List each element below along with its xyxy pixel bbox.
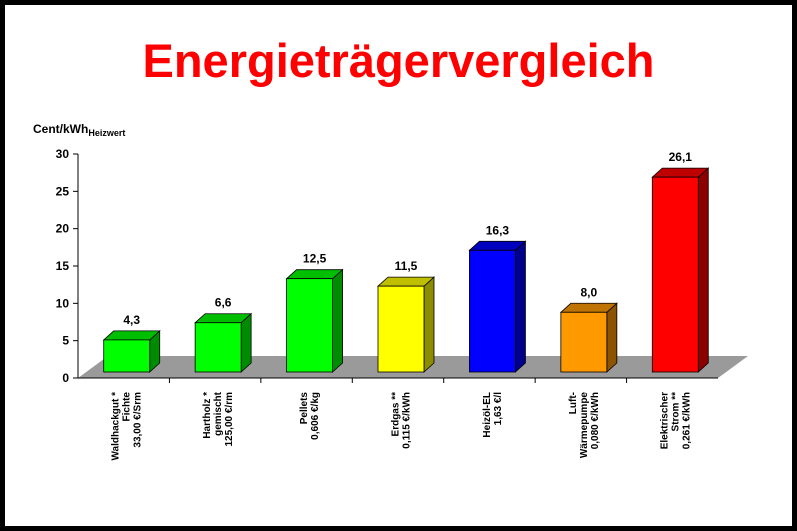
y-axis-label-sub: Heizwert bbox=[88, 128, 126, 138]
category-label-0-line-1: Fichte bbox=[122, 392, 133, 422]
bar-0 bbox=[103, 339, 151, 373]
bar-2 bbox=[286, 278, 333, 373]
y-tick-label-3: 15 bbox=[56, 259, 70, 273]
bar-top-3 bbox=[376, 276, 436, 287]
bar-value-label-4: 16,3 bbox=[486, 223, 510, 237]
bar-side-6 bbox=[697, 167, 709, 373]
bar-value-label-0: 4,3 bbox=[123, 313, 140, 327]
bar-top-4 bbox=[468, 240, 527, 251]
category-label-6-line-0: Elektrischer bbox=[659, 392, 670, 449]
category-label-6-line-2: 0,261 €/kWh bbox=[681, 392, 692, 449]
category-label-6-line-1: Strom ** bbox=[670, 392, 681, 432]
y-axis-label: Cent/kWhHeizwert bbox=[33, 122, 125, 138]
category-label-2-line-1: 0,606 €/kg bbox=[310, 392, 321, 440]
bar-side-4 bbox=[515, 240, 526, 373]
category-label-3-line-1: 0,115 €/kWh bbox=[402, 392, 413, 449]
y-tick-label-1: 5 bbox=[62, 334, 69, 348]
category-label-0-line-0: Waldhackgut * bbox=[111, 392, 122, 461]
category-label-3-line-0: Erdgas ** bbox=[391, 392, 402, 437]
bar-top-5 bbox=[559, 302, 618, 313]
bar-top-6 bbox=[651, 167, 710, 178]
bar-3 bbox=[377, 285, 425, 373]
y-tick-label-2: 10 bbox=[56, 296, 70, 310]
category-label-1-line-2: 125,00 €/rm bbox=[224, 392, 235, 447]
bar-top-2 bbox=[285, 269, 344, 280]
y-tick-label-5: 25 bbox=[56, 184, 70, 198]
bar-1 bbox=[194, 322, 242, 373]
bar-value-label-5: 8,0 bbox=[581, 285, 598, 299]
category-label-4-line-1: 1,63 €/l bbox=[493, 392, 504, 426]
y-axis-label-main: Cent/kWh bbox=[33, 122, 89, 136]
bar-side-5 bbox=[606, 302, 618, 373]
y-tick-label-4: 20 bbox=[56, 222, 70, 236]
bar-value-label-2: 12,5 bbox=[303, 252, 327, 266]
chart-title: Energieträgervergleich bbox=[142, 34, 655, 87]
bar-value-label-3: 11,5 bbox=[395, 259, 418, 273]
category-label-5-line-0: Luft- bbox=[568, 392, 579, 414]
bar-value-label-6: 26,1 bbox=[669, 150, 693, 164]
category-label-5-line-2: 0,080 €/kWh bbox=[590, 392, 601, 449]
y-tick-label-0: 0 bbox=[62, 371, 69, 385]
bar-value-label-1: 6,6 bbox=[215, 296, 232, 310]
category-label-2-line-0: Pellets bbox=[299, 392, 310, 425]
bar-side-2 bbox=[332, 268, 343, 373]
category-label-4-line-0: Heizöl-EL bbox=[482, 392, 493, 438]
category-label-5-line-1: Wärmepumpe bbox=[579, 392, 590, 459]
bar-4 bbox=[469, 249, 516, 373]
y-tick-label-6: 30 bbox=[56, 147, 70, 161]
bar-side-1 bbox=[240, 312, 252, 373]
bar-6 bbox=[651, 176, 699, 373]
category-label-0-line-2: 33,00 €/Srm bbox=[133, 392, 144, 448]
bar-side-3 bbox=[423, 276, 435, 373]
bar-top-0 bbox=[102, 330, 161, 341]
category-label-1-line-0: Hartholz * bbox=[202, 392, 213, 439]
bar-top-1 bbox=[194, 313, 253, 324]
category-label-1-line-1: gemischt bbox=[213, 391, 224, 436]
bar-5 bbox=[560, 311, 608, 373]
